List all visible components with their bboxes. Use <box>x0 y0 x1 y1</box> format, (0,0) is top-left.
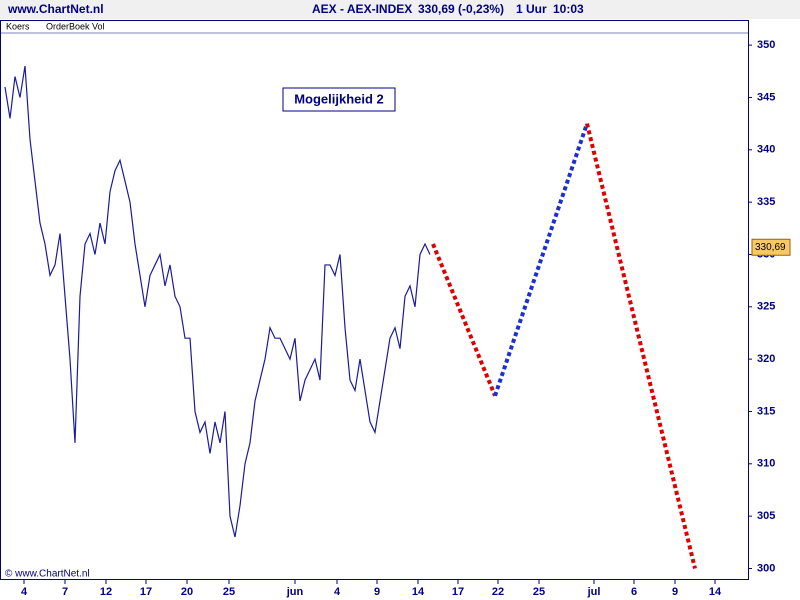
time: 10:03 <box>553 2 584 16</box>
x-tick-label: 12 <box>100 586 112 598</box>
panel-tab[interactable]: OrderBoek Vol <box>46 21 105 31</box>
y-tick-label: 335 <box>757 196 775 208</box>
x-tick-label: 7 <box>62 586 68 598</box>
x-tick-label: 9 <box>672 586 678 598</box>
header-bar <box>0 0 800 19</box>
last-price-box <box>751 238 791 256</box>
annotation-box <box>282 87 396 112</box>
last-price-label: 330,69 <box>755 242 786 253</box>
x-tick-label: 4 <box>21 586 28 598</box>
price-line <box>4 65 431 538</box>
annotation: Mogelijkheid 2 <box>294 91 384 106</box>
y-tick-label: 315 <box>757 405 775 417</box>
y-tick-label: 340 <box>757 144 775 156</box>
y-tick-label: 325 <box>757 301 775 313</box>
y-tick-label: 300 <box>757 562 775 574</box>
interval: 1 Uur <box>516 2 547 16</box>
y-tick-label: 305 <box>757 510 775 522</box>
plot-frame <box>0 20 749 580</box>
x-tick-label: 6 <box>631 586 637 598</box>
x-tick-label: jun <box>286 586 304 598</box>
x-tick-label: 4 <box>334 586 341 598</box>
watermark: © www.ChartNet.nl <box>5 569 90 580</box>
x-tick-label: 25 <box>223 586 235 598</box>
x-tick-label: 17 <box>140 586 152 598</box>
x-tick-label: 14 <box>709 586 722 598</box>
panel-tab[interactable]: Koers <box>6 21 30 31</box>
projection-line <box>431 243 497 397</box>
x-tick-label: 17 <box>452 586 464 598</box>
x-tick-label: 14 <box>412 586 425 598</box>
y-tick-label: 350 <box>757 39 775 51</box>
chart-title: AEX - AEX-INDEX <box>312 2 412 16</box>
projection-line <box>585 123 697 569</box>
x-tick-label: jul <box>587 586 601 598</box>
y-tick-label: 310 <box>757 458 775 470</box>
x-tick-label: 9 <box>374 586 380 598</box>
y-tick-label: 345 <box>757 91 775 103</box>
quote: 330,69 (-0,23%) <box>418 2 504 16</box>
x-tick-label: 25 <box>533 586 545 598</box>
source: www.ChartNet.nl <box>7 2 104 16</box>
projection-line <box>493 122 589 397</box>
x-tick-label: 20 <box>181 586 193 598</box>
y-tick-label: 320 <box>757 353 775 365</box>
x-tick-label: 22 <box>492 586 504 598</box>
